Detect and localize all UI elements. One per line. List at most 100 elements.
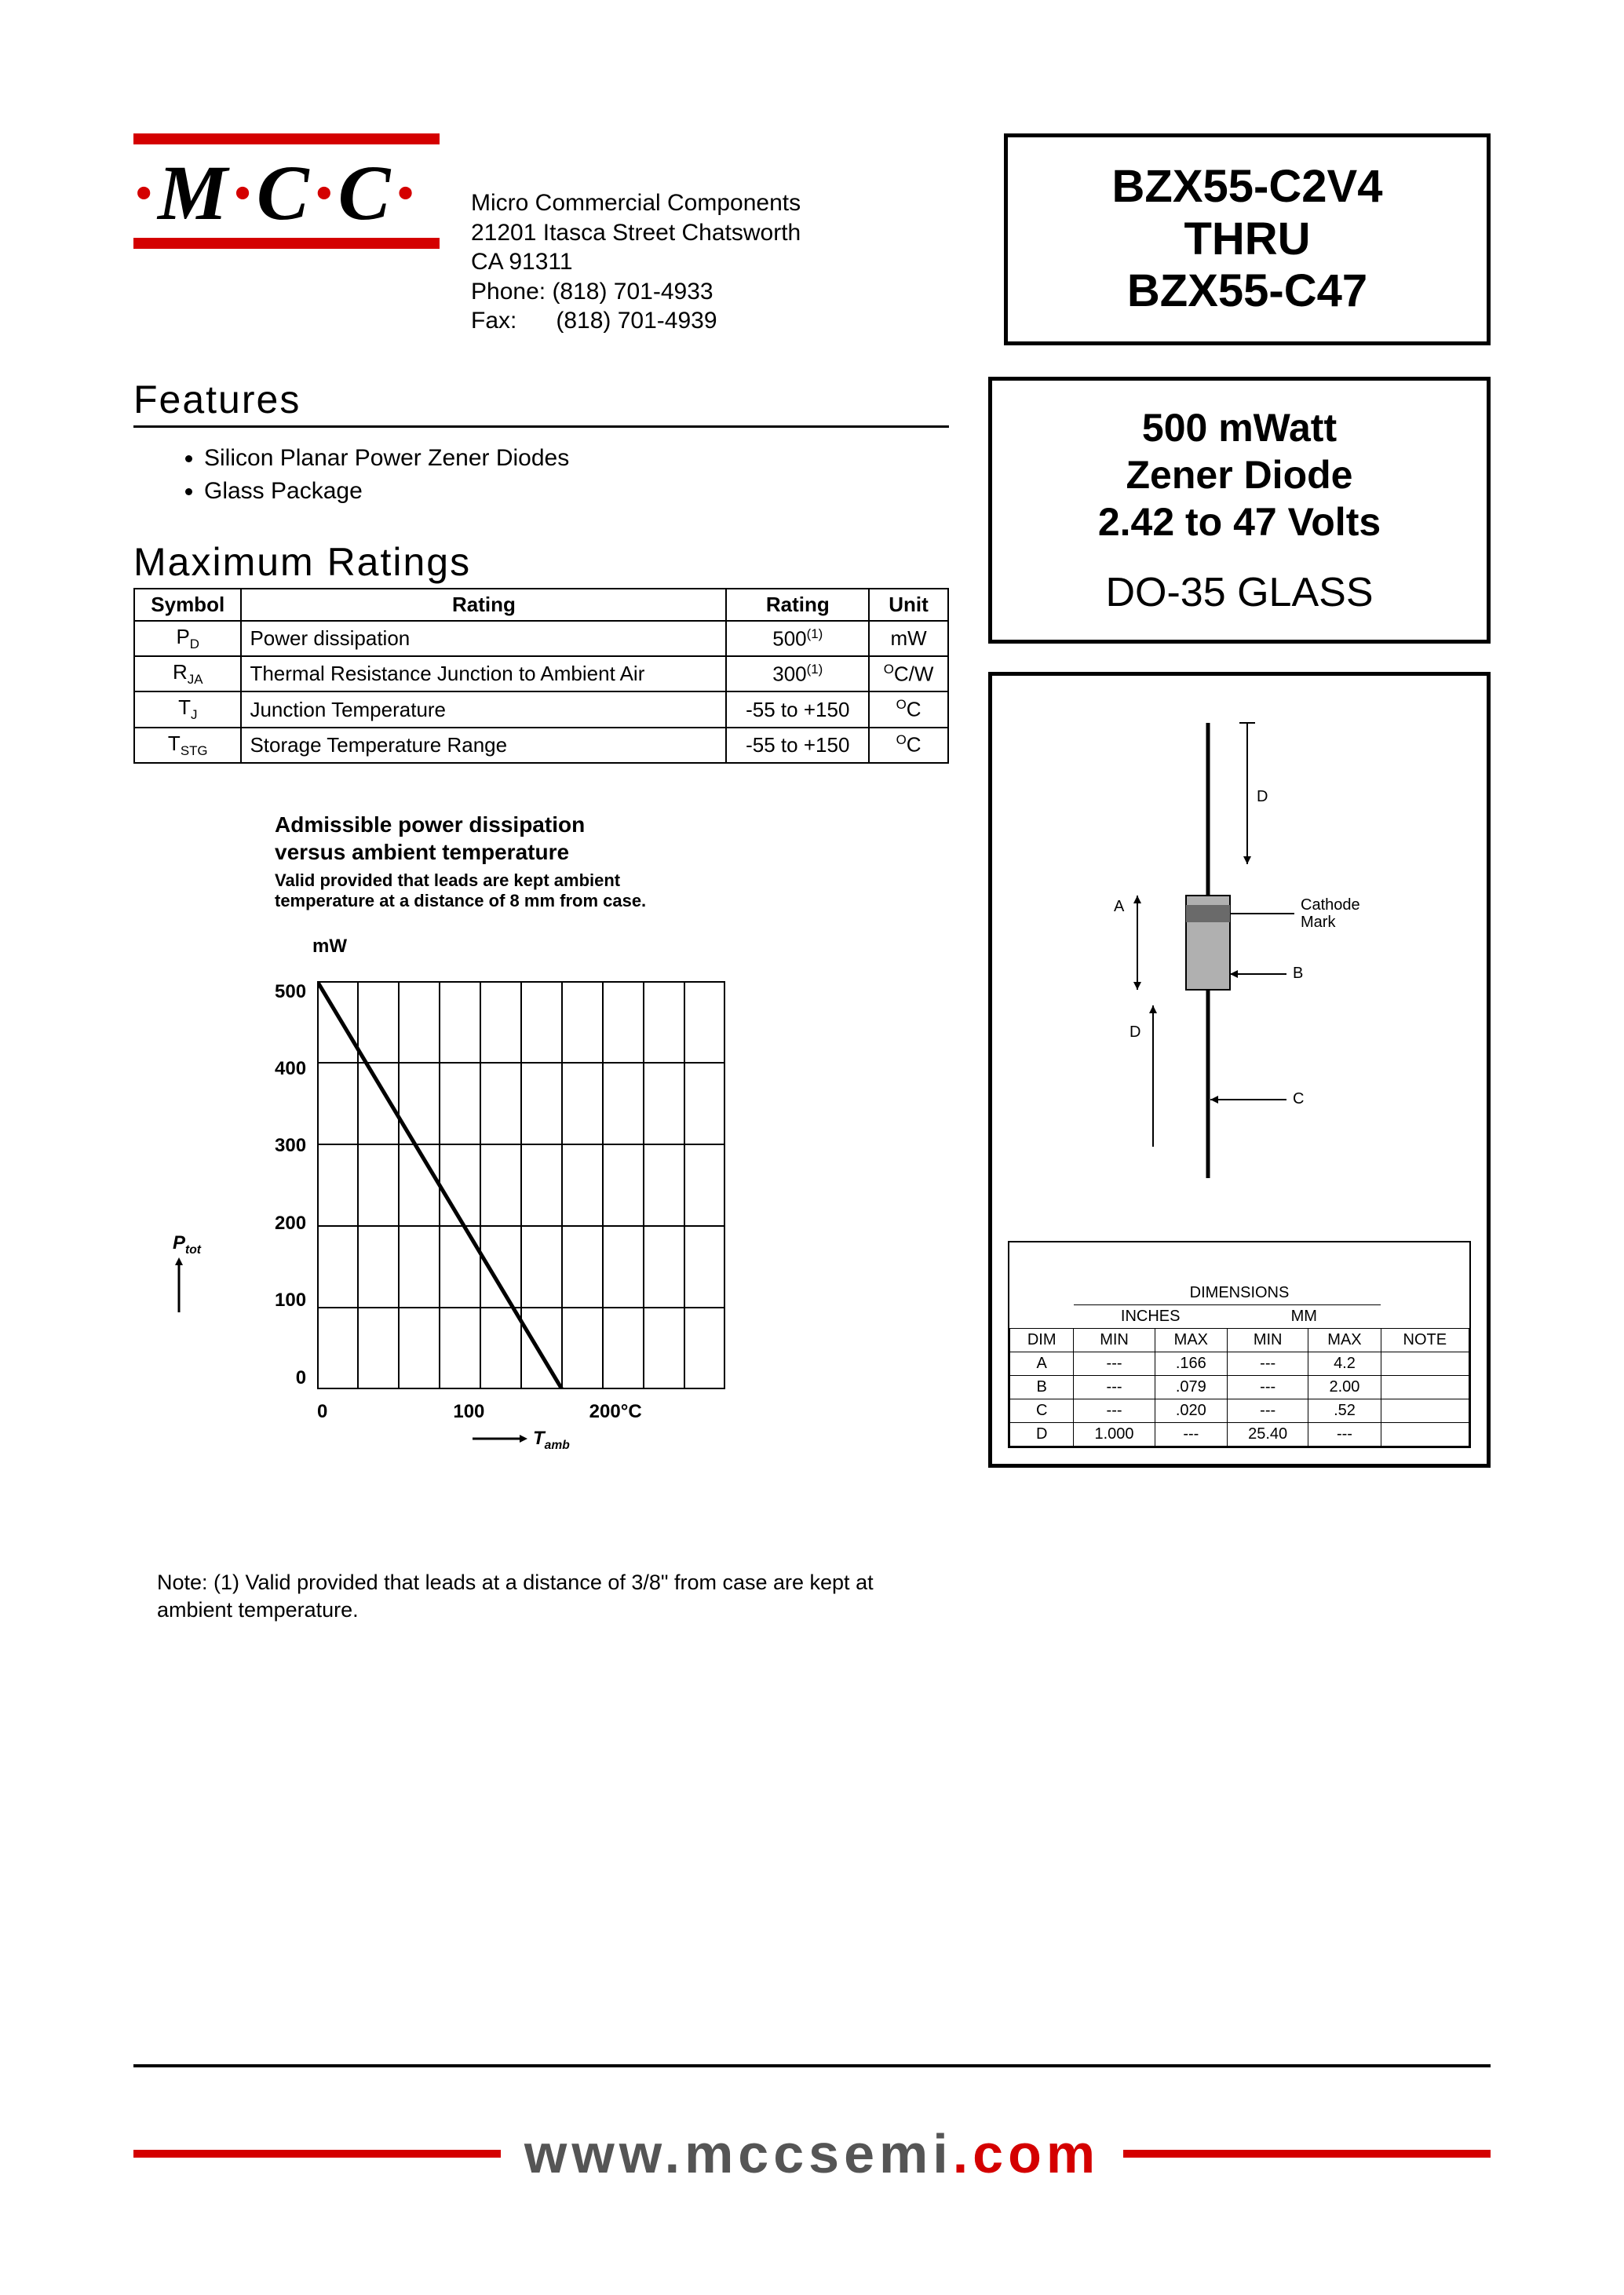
dim-cell [1381,1352,1469,1376]
chart-area: Admissible power dissipationversus ambie… [133,811,949,1538]
feature-item: Glass Package [204,475,949,508]
dim-cell: C [1010,1399,1074,1423]
cell-value: -55 to +150 [726,691,869,727]
svg-text:D: D [1130,1023,1140,1041]
table-header-cell: Rating [241,589,726,621]
svg-text:A: A [1114,898,1125,915]
table-row: TSTGStorage Temperature Range-55 to +150… [134,728,948,763]
cell-desc: Thermal Resistance Junction to Ambient A… [241,656,726,691]
dim-cell [1381,1399,1469,1423]
title-line-2: THRU [1039,213,1455,266]
footer-bar-left [133,2150,501,2158]
dim-cell: --- [1228,1376,1308,1399]
cell-desc: Junction Temperature [241,691,726,727]
cell-value: 300(1) [726,656,869,691]
cell-value: -55 to +150 [726,728,869,763]
table-row: RJAThermal Resistance Junction to Ambien… [134,656,948,691]
cell-symbol: PD [134,621,241,656]
info-package: DO-35 GLASS [1024,545,1455,616]
logo-top-bar [133,133,440,144]
chart-y-tick-label: 500 [275,981,306,1003]
dim-cell: 1.000 [1074,1423,1155,1447]
dim-cols-row: DIMMINMAXMINMAXNOTE [1010,1329,1469,1352]
max-ratings-table: SymbolRatingRatingUnit PDPower dissipati… [133,588,949,764]
chart-y-tick-label: 0 [296,1367,306,1389]
chart-y-tick-label: 200 [275,1213,306,1235]
chart-y-axis-name: Ptot [173,1232,251,1318]
cell-unit: OC/W [869,656,948,691]
info-line-2: Zener Diode [1024,451,1455,498]
dim-cell: 4.2 [1308,1352,1381,1376]
svg-text:C: C [1293,1090,1304,1107]
cell-unit: OC [869,691,948,727]
dim-row: D1.000---25.40--- [1010,1423,1469,1447]
features-heading: Features [133,377,949,425]
dim-cell: .079 [1155,1376,1227,1399]
title-line-1: BZX55-C2V4 [1039,161,1455,213]
cell-unit: OC [869,728,948,763]
dim-cell: --- [1155,1423,1227,1447]
dim-row: B---.079---2.00 [1010,1376,1469,1399]
svg-text:Mark: Mark [1301,914,1336,931]
chart-plot [317,981,725,1389]
dim-unit-in: INCHES [1074,1305,1228,1329]
dim-cell: .52 [1308,1399,1381,1423]
logo-block: ·M·C·C· [133,133,440,249]
dimensions-title: DIMENSIONS [1010,1282,1469,1305]
dimensions-table-wrap: DIMENSIONS INCHES MM DIMMINMAXMINMAXNOTE… [1008,1241,1471,1448]
logo-dot: · [133,149,158,236]
dim-cell: D [1010,1423,1074,1447]
info-line-3: 2.42 to 47 Volts [1024,498,1455,545]
package-box: DACathodeMarkBDC DIMENSIONS INCHES MM DI… [988,672,1491,1468]
cell-symbol: TJ [134,691,241,727]
dim-col-header: NOTE [1381,1329,1469,1352]
cell-symbol: RJA [134,656,241,691]
table-header-cell: Unit [869,589,948,621]
dim-cell: --- [1074,1376,1155,1399]
company-fax: Fax: (818) 701-4939 [471,306,801,336]
table-row: TJJunction Temperature-55 to +150OC [134,691,948,727]
logo-letter: C [257,149,314,236]
chart-title: Admissible power dissipationversus ambie… [275,811,949,866]
feature-item: Silicon Planar Power Zener Diodes [204,442,949,475]
dim-row: A---.166---4.2 [1010,1352,1469,1376]
logo-letter: C [338,149,396,236]
table-header-cell: Rating [726,589,869,621]
table-header-cell: Symbol [134,589,241,621]
svg-text:D: D [1257,788,1268,805]
features-list: Silicon Planar Power Zener DiodesGlass P… [133,442,949,508]
dim-cell: --- [1228,1352,1308,1376]
title-line-3: BZX55-C47 [1039,265,1455,318]
company-address: Micro Commercial Components 21201 Itasca… [471,133,801,336]
logo-bottom-bar [133,238,440,249]
dim-cell [1381,1423,1469,1447]
company-street: 21201 Itasca Street Chatsworth [471,218,801,248]
chart-x-labels: 0100200°C [317,1393,725,1423]
package-diagram: DACathodeMarkBDC [1075,707,1404,1241]
logo-letter: M [158,149,232,236]
company-phone: Phone: (818) 701-4933 [471,277,801,307]
svg-text:Cathode: Cathode [1301,896,1360,914]
chart-x-tick-label [385,1401,454,1423]
dim-col-header: DIM [1010,1329,1074,1352]
chart-x-axis-name: Tamb [317,1423,725,1453]
chart-x-tick-label [657,1401,725,1423]
dim-row: C---.020---.52 [1010,1399,1469,1423]
footer-bar-right [1123,2150,1491,2158]
logo-dot: · [232,149,257,236]
footnote: Note: (1) Valid provided that leads at a… [133,1538,949,1624]
footer-url: www.mccsemi.com [524,2122,1100,2185]
dim-cell: B [1010,1376,1074,1399]
dim-cell: 25.40 [1228,1423,1308,1447]
company-city: CA 91311 [471,247,801,277]
dim-col-header: MAX [1308,1329,1381,1352]
chart-x-tick-label: 200°C [589,1401,658,1423]
dimensions-table: DIMENSIONS INCHES MM DIMMINMAXMINMAXNOTE… [1009,1282,1469,1447]
chart-x-tick-label: 100 [453,1401,521,1423]
product-title-box: BZX55-C2V4 THRU BZX55-C47 [1004,133,1491,345]
cell-symbol: TSTG [134,728,241,763]
info-line-1: 500 mWatt [1024,404,1455,451]
chart-x-tick-label [521,1401,589,1423]
logo-dot: · [314,149,338,236]
dim-col-header: MIN [1228,1329,1308,1352]
